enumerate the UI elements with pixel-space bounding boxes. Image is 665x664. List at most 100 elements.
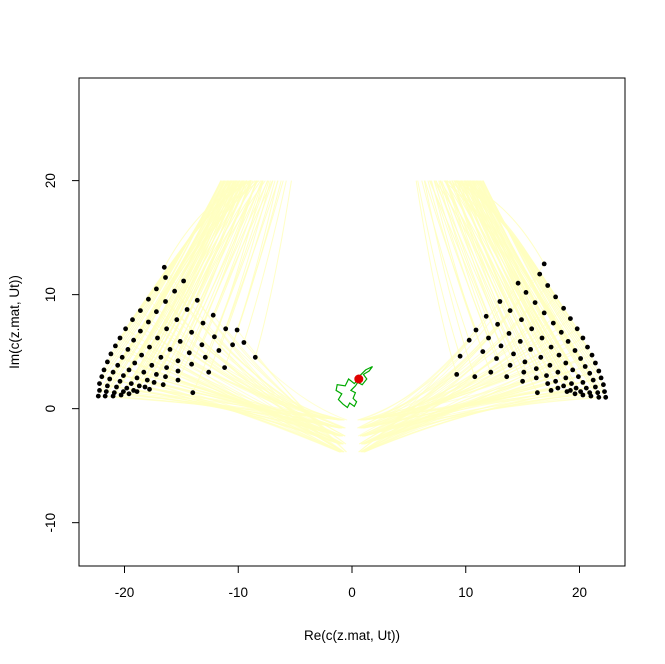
trajectory-curve [472, 180, 584, 383]
data-point [580, 335, 586, 341]
data-point [164, 326, 170, 332]
trajectory-curve [191, 180, 264, 365]
data-point [553, 378, 558, 384]
trajectory-curve [362, 387, 577, 453]
data-point [498, 343, 504, 349]
trajectory-curve [471, 180, 582, 392]
data-point [230, 342, 236, 348]
data-point [556, 352, 562, 358]
trajectory-curve [224, 180, 279, 368]
trajectory-curve [452, 180, 538, 393]
trajectory-curve [361, 383, 548, 453]
data-point [507, 362, 513, 368]
data-point [181, 278, 187, 284]
data-point [590, 377, 596, 383]
data-point [480, 349, 486, 354]
data-point [541, 310, 547, 316]
data-point [234, 327, 240, 333]
data-point [167, 347, 173, 352]
data-point [175, 368, 181, 374]
data-point [164, 365, 170, 370]
data-point [587, 370, 593, 376]
data-point [128, 381, 134, 386]
data-point [102, 393, 108, 399]
data-point [522, 359, 528, 365]
data-point [130, 317, 135, 323]
data-point [172, 288, 178, 294]
trajectory-curve [254, 356, 348, 421]
trajectory-curve [122, 180, 233, 392]
data-point [210, 312, 216, 318]
trajectory-curve [357, 376, 476, 437]
data-point [121, 389, 126, 394]
y-axis: -10 0 10 20 [43, 173, 80, 533]
data-point [117, 335, 123, 341]
trajectory-curve [461, 180, 559, 389]
data-point [115, 362, 121, 368]
data-point [107, 376, 113, 382]
data-point [573, 385, 579, 391]
trajectory-curve [128, 180, 236, 371]
trajectory-curve [201, 180, 268, 346]
trajectory-curve [177, 180, 258, 361]
trajectory-curve [460, 180, 557, 382]
data-point [163, 275, 168, 280]
data-point [563, 360, 569, 366]
trajectory-curve [423, 180, 476, 377]
trajectory-curve [362, 387, 558, 445]
data-point [511, 351, 516, 357]
data-point [117, 378, 123, 384]
data-point [206, 369, 212, 375]
random-walk-path [335, 365, 373, 409]
data-point [538, 354, 544, 360]
data-point [532, 300, 538, 305]
data-point [146, 296, 151, 302]
data-point [580, 380, 586, 385]
trajectory-curve [144, 180, 243, 388]
data-point [572, 348, 578, 353]
trajectory-curve [360, 292, 527, 421]
y-tick-label: -10 [43, 513, 58, 533]
data-point [547, 362, 553, 368]
data-point [151, 380, 157, 385]
trajectory-curve [218, 350, 346, 437]
data-point [161, 264, 167, 270]
data-point [216, 348, 222, 353]
trajectory-curve [468, 180, 576, 395]
trajectory-curve [204, 356, 345, 429]
data-point [533, 375, 539, 381]
trajectory-curve [359, 301, 501, 429]
data-point [535, 390, 540, 396]
data-point [99, 374, 105, 380]
trajectory-curve [433, 180, 497, 359]
data-point [149, 362, 155, 368]
data-point [589, 352, 595, 358]
data-point [583, 385, 589, 391]
data-point [578, 356, 583, 361]
trajectory-curve [457, 180, 551, 366]
data-point [101, 367, 107, 373]
data-point [190, 390, 196, 396]
data-point [587, 390, 593, 396]
data-point [177, 339, 183, 344]
trajectory-curve [438, 180, 508, 377]
trajectory-curve [149, 388, 342, 429]
trajectory-curve [208, 371, 345, 421]
data-point [533, 366, 539, 372]
trajectory-curve [361, 356, 542, 453]
data-point [160, 382, 166, 388]
data-point [564, 389, 570, 394]
data-point [483, 313, 489, 319]
trajectory-curve [451, 180, 537, 369]
trajectory-curve [357, 355, 461, 421]
data-point [108, 351, 114, 357]
trajectory-curve [359, 364, 511, 437]
data-point [144, 377, 150, 383]
data-point [539, 335, 545, 341]
data-point [529, 326, 535, 332]
trajectory-curve [192, 392, 345, 453]
data-point [537, 271, 543, 277]
data-point [139, 352, 145, 358]
data-point [105, 359, 110, 365]
data-point [553, 294, 558, 300]
